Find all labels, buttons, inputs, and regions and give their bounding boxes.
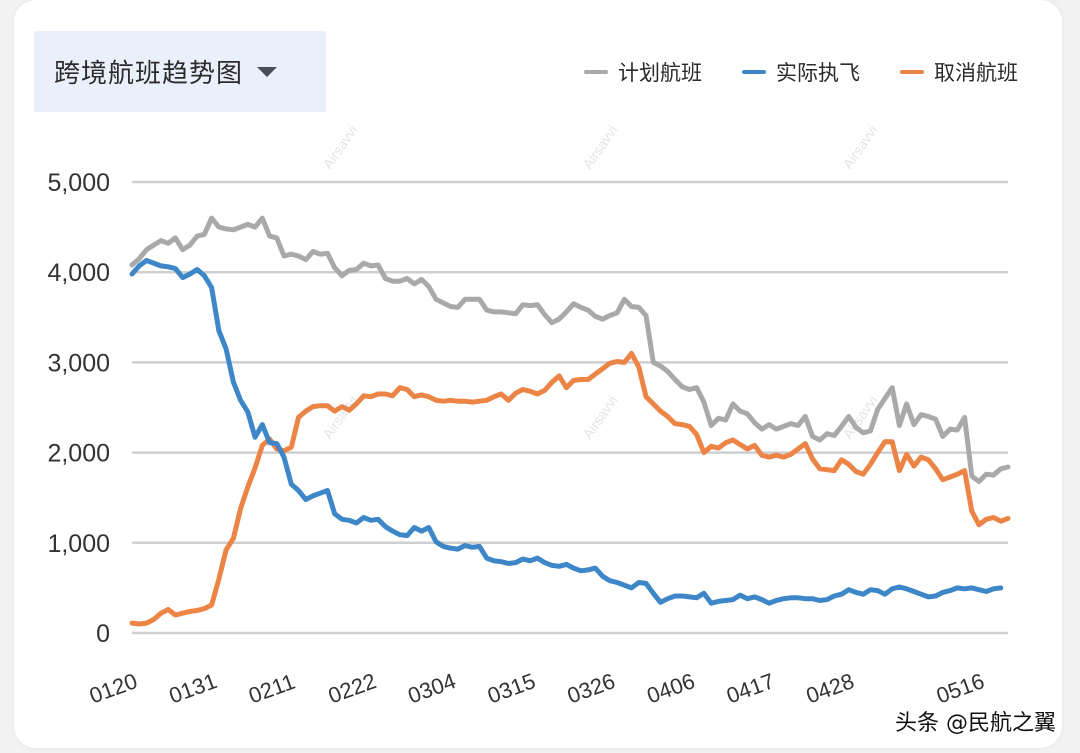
y-axis: 0 1,000 2,000 3,000 4,000 5,000	[47, 169, 110, 648]
x-tick-label: 0304	[405, 668, 460, 708]
x-tick-label: 0131	[166, 668, 221, 708]
x-tick-label: 0428	[803, 668, 858, 708]
watermark-text: Airsavvi	[579, 392, 620, 441]
series-line[interactable]	[129, 350, 1011, 627]
x-tick-label: 0211	[245, 669, 298, 709]
legend-label-actual: 实际执飞	[776, 61, 860, 85]
y-tick-label: 5,000	[47, 169, 110, 197]
legend-swatch-planned	[584, 70, 608, 74]
y-tick-label: 1,000	[47, 530, 110, 558]
y-tick-label: 0	[96, 620, 110, 648]
watermark-text: Airsavvi	[839, 122, 880, 171]
legend-item-planned[interactable]: 计划航班	[584, 57, 702, 87]
legend-item-actual[interactable]: 实际执飞	[742, 57, 860, 87]
gridlines	[132, 180, 1008, 635]
watermark-text: Airsavvi	[579, 122, 620, 171]
x-tick-label: 0406	[643, 668, 698, 708]
chart-card	[14, 0, 1062, 748]
legend-label-cancelled: 取消航班	[934, 61, 1018, 85]
y-tick-label: 2,000	[47, 440, 110, 468]
watermark-text: Airsavvi	[319, 122, 360, 171]
legend-swatch-cancelled	[900, 70, 924, 74]
chart-type-label: 跨境航班趋势图	[54, 59, 244, 89]
y-tick-label: 4,000	[47, 259, 110, 287]
legend-swatch-actual	[742, 70, 766, 74]
x-tick-label: 0222	[325, 668, 380, 708]
x-tick-label: 0326	[564, 668, 619, 708]
caret-down-icon[interactable]	[257, 66, 278, 77]
x-tick-label: 0315	[484, 668, 539, 708]
x-tick-label: 0516	[933, 668, 988, 708]
chart-type-dropdown[interactable]: 跨境航班趋势图	[34, 31, 326, 112]
legend-label-planned: 计划航班	[618, 61, 702, 85]
x-tick-label: 0120	[86, 668, 141, 708]
chart-legend: 计划航班 实际执飞 取消航班	[544, 57, 1018, 87]
x-axis: 0120 0131 0211 0222 0304 0315 0326 0406 0417 0428…	[86, 668, 988, 708]
series-line[interactable]	[129, 215, 1011, 484]
source-credit: 头条 @民航之翼	[895, 711, 1056, 736]
watermark-text: Airsavvi	[319, 392, 360, 441]
x-tick-label: 0417	[723, 668, 778, 708]
legend-item-cancelled[interactable]: 取消航班	[900, 57, 1018, 87]
series-lines	[129, 215, 1011, 627]
series-line[interactable]	[129, 258, 1004, 606]
y-tick-label: 3,000	[47, 349, 110, 377]
